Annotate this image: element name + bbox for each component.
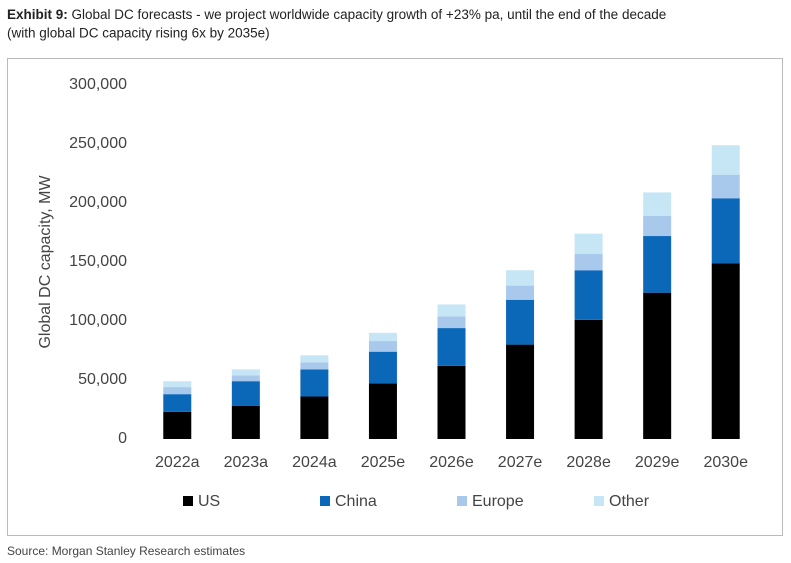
bar-segment [163, 381, 192, 388]
y-tick-label: 50,000 [78, 371, 127, 388]
title: Exhibit 9: Global DC forecasts - we proj… [7, 7, 666, 22]
bar-segment [368, 341, 397, 352]
bar-segment [711, 263, 740, 439]
bar-segment [163, 387, 192, 395]
y-tick-label: 0 [118, 430, 127, 447]
subtitle: (with global DC capacity rising 6x by 20… [7, 26, 270, 41]
x-tick-label: 2024a [292, 454, 337, 471]
bar-segment [163, 411, 192, 439]
bar-segment [231, 375, 260, 382]
bar-segment [300, 369, 329, 397]
bar-segment [231, 369, 260, 376]
exhibit-label: Exhibit 9: [7, 7, 68, 22]
bar-segment [437, 304, 466, 317]
bar-segment [437, 328, 466, 366]
y-tick-label: 150,000 [69, 253, 127, 270]
chart-frame [7, 58, 783, 536]
legend-label: US [198, 493, 220, 510]
bar-segment [506, 344, 535, 439]
legend-label: China [335, 493, 377, 510]
y-axis-label: Global DC capacity, MW [37, 175, 54, 349]
bar-segment [506, 270, 535, 286]
bar-segment [163, 394, 192, 412]
x-tick-label: 2026e [429, 454, 474, 471]
bar-segment [574, 270, 603, 320]
bar-segment [300, 396, 329, 439]
bar-segment [231, 405, 260, 439]
y-tick-label: 250,000 [69, 135, 127, 152]
bar-segment [368, 332, 397, 342]
bar-segment [711, 145, 740, 175]
x-tick-label: 2022a [155, 454, 200, 471]
bar-segment [711, 174, 740, 199]
bar-segment [643, 236, 672, 293]
bar-segment [368, 383, 397, 439]
x-tick-label: 2023a [224, 454, 269, 471]
x-tick-label: 2027e [498, 454, 543, 471]
y-tick-label: 300,000 [69, 76, 127, 93]
bar-segment [574, 233, 603, 254]
bar-segment [711, 198, 740, 264]
legend-swatch [320, 496, 330, 506]
legend-label: Europe [472, 493, 524, 510]
legend-swatch [594, 496, 604, 506]
bar-segment [437, 316, 466, 329]
legend-swatch [457, 496, 467, 506]
bar-segment [506, 299, 535, 345]
x-tick-label: 2025e [361, 454, 406, 471]
x-tick-label: 2028e [566, 454, 611, 471]
x-tick-label: 2030e [703, 454, 748, 471]
bar-segment [506, 285, 535, 300]
source: Source: Morgan Stanley Research estimate… [7, 544, 245, 558]
x-tick-label: 2029e [635, 454, 680, 471]
bar-segment [368, 351, 397, 384]
bar-segment [643, 215, 672, 237]
bar-segment [300, 355, 329, 363]
bar-segment [574, 319, 603, 439]
y-tick-label: 100,000 [69, 312, 127, 329]
bar-segment [643, 192, 672, 216]
legend-swatch [183, 496, 193, 506]
bar-segment [231, 381, 260, 406]
legend-label: Other [609, 493, 650, 510]
bar-segment [300, 362, 329, 370]
bar-segment [574, 253, 603, 271]
bar-segment [437, 365, 466, 439]
title-text: Global DC forecasts - we project worldwi… [72, 7, 667, 22]
y-tick-label: 200,000 [69, 194, 127, 211]
bar-segment [643, 292, 672, 439]
